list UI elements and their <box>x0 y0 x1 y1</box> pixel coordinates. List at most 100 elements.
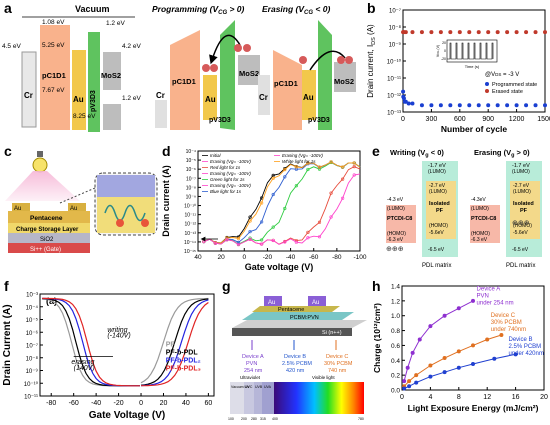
svg-text:(LUMO): (LUMO) <box>512 169 530 175</box>
svg-text:Visible light: Visible light <box>312 375 335 380</box>
annotation-erasing: erasing <box>71 359 94 366</box>
svg-text:740 nm: 740 nm <box>328 368 347 374</box>
y-tick-label: 10⁻¹⁰ <box>24 381 39 388</box>
vacuum-title: Vacuum <box>75 4 110 14</box>
x-tick-label: 20 <box>160 400 168 407</box>
legend-label: PF-b-PDL₃ <box>166 365 201 372</box>
y-tick-label: 10⁻⁷ <box>26 343 38 350</box>
data-point-programmed <box>467 103 472 108</box>
data-point-erased <box>410 30 415 35</box>
y-tick-label: 10⁻⁴ <box>186 149 196 155</box>
legend-label: PF-b-PDL₂ <box>166 357 201 364</box>
panel-label-g: g <box>222 278 231 294</box>
curve-marker <box>352 165 356 169</box>
curve-erasing-0 <box>140 297 209 384</box>
svg-text:-2.7 eV: -2.7 eV <box>429 183 446 189</box>
data-point-programmed <box>495 103 500 108</box>
panel-g: g Au Au Pentacene PCBM:PVN Si (n++) Devi… <box>222 278 372 425</box>
y-tick-label: 10⁻⁶ <box>186 167 196 173</box>
curve-marker <box>317 220 322 224</box>
svg-text:pV3D3: pV3D3 <box>308 117 330 124</box>
x-tick-label: 1200 <box>509 116 525 123</box>
series-label-light: under 740nm <box>491 327 526 333</box>
level-4: 7.67 eV <box>42 87 65 94</box>
data-point <box>499 333 504 338</box>
svg-text:PDL matrix: PDL matrix <box>422 263 451 269</box>
svg-text:Erasing (Vg > 0): Erasing (Vg > 0) <box>474 148 530 159</box>
curve-marker <box>271 238 275 243</box>
prog-pv3d3 <box>220 20 235 130</box>
data-point <box>456 365 461 370</box>
inset-x-title: Time (s) <box>465 64 480 69</box>
svg-text:-6.3 eV: -6.3 eV <box>387 237 404 243</box>
svg-text:(LUMO): (LUMO) <box>387 206 405 212</box>
legend-label: Green light for 1s <box>210 177 245 182</box>
svg-text:PTCDI-C8: PTCDI-C8 <box>387 216 412 222</box>
data-point <box>513 352 518 357</box>
svg-text:Device A: Device A <box>242 354 264 360</box>
curve-writing-3 <box>42 297 140 387</box>
bulb-icon <box>32 157 48 173</box>
curve-erasing-1 <box>140 298 209 386</box>
sio2-layer <box>8 233 90 243</box>
svg-text:315: 315 <box>260 417 266 421</box>
curve-marker <box>271 176 275 180</box>
y-tick-label: 10⁻⁹ <box>26 368 39 375</box>
series-label-name: Device A <box>477 286 501 292</box>
svg-text:PF: PF <box>436 208 444 214</box>
curve-marker <box>294 240 298 244</box>
curve-marker <box>306 167 310 172</box>
svg-text:(LUMO): (LUMO) <box>428 169 446 175</box>
curve-marker <box>283 167 287 172</box>
data-point-erased <box>533 30 538 35</box>
data-point <box>414 373 419 378</box>
data-point <box>471 298 475 303</box>
annotation-writing-v: (-140V) <box>107 333 130 340</box>
curve-marker <box>329 160 333 164</box>
y-tick-label: 10⁻¹⁰ <box>387 59 402 66</box>
svg-text:(HOMO): (HOMO) <box>471 231 490 237</box>
pv3d3-block <box>88 32 100 132</box>
data-point-erased <box>438 30 443 35</box>
curve-marker <box>248 215 252 219</box>
legend-label: Red light for 1s <box>210 165 241 170</box>
chart-d: 40 20 0 -20 -40 -60 -80 -100 10⁻⁴ 10⁻⁵ 10⁻⁶ 10⁻⁷ 10⁻… <box>161 149 367 272</box>
svg-text:Device C: Device C <box>326 354 348 360</box>
svg-text:(HOMO): (HOMO) <box>387 231 406 237</box>
y-tick-label: 10⁻¹¹ <box>184 213 196 219</box>
data-point-erased <box>505 30 510 35</box>
x-tick-label: 60 <box>204 400 212 407</box>
y-tick-label: 10⁻⁸ <box>389 25 402 32</box>
curve-marker <box>329 215 333 219</box>
x-axis-title: Gate voltage (V) <box>245 262 314 272</box>
series-label-name: Device C <box>491 313 516 319</box>
data-point-programmed <box>533 103 538 108</box>
x-tick-label: 900 <box>482 116 494 123</box>
data-point <box>402 379 407 384</box>
data-point <box>407 379 412 384</box>
annotation-vds: @VDS = -3 V <box>485 72 519 78</box>
y-tick-label: 10⁻⁹ <box>389 42 402 49</box>
plot-frame <box>197 150 361 252</box>
energy-diagram-e: Writing (Vg < 0) Erasing (Vg > 0) -1.7 e… <box>386 148 542 269</box>
legend-marker <box>485 89 489 93</box>
data-point-erased <box>524 30 529 35</box>
data-point-programmed <box>438 103 443 108</box>
cr-block <box>21 51 37 128</box>
programming-title: Programming (VCG > 0) <box>152 4 245 16</box>
x-tick-label: 4 <box>428 394 432 401</box>
panel-label-c: c <box>4 143 12 159</box>
x-tick-label: 0 <box>401 116 405 123</box>
y-tick-label: 0.8 <box>391 328 400 335</box>
curve-marker <box>260 238 264 242</box>
svg-text:SiO2: SiO2 <box>40 237 54 243</box>
inset-y-tick: -20 <box>441 57 446 61</box>
y-axis-title: Drain current, IDS (A) <box>366 24 377 98</box>
data-point <box>417 337 422 342</box>
legend-label: Erasing (Vg= -100V) <box>210 159 251 164</box>
svg-text:30% PCBM: 30% PCBM <box>324 361 353 367</box>
data-point <box>471 343 475 348</box>
x-tick-label: 0 <box>242 254 246 261</box>
x-tick-label: 0 <box>139 400 143 407</box>
svg-text:(LUMO): (LUMO) <box>429 189 447 195</box>
